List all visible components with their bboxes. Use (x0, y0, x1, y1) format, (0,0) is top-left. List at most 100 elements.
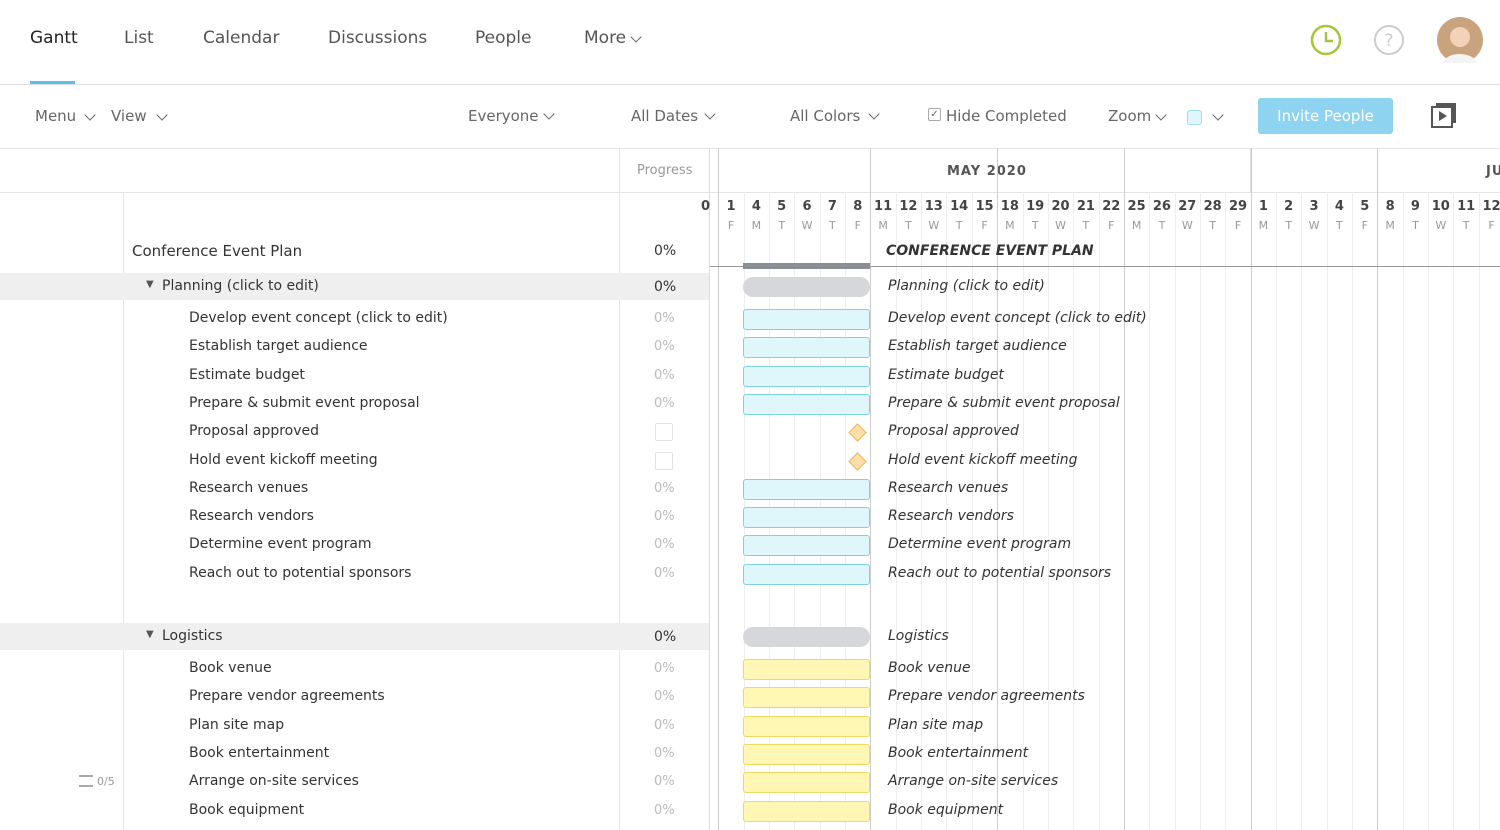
progress: 0% (654, 717, 675, 733)
group-name: Planning (click to edit) (162, 278, 319, 294)
day: 13 (924, 199, 943, 214)
gantt-label: Book equipment (888, 801, 1004, 818)
progress: 0% (654, 802, 675, 818)
progress: 0% (654, 565, 675, 581)
day: 7 (827, 199, 837, 214)
project-label: CONFERENCE EVENT PLAN (886, 243, 1094, 259)
task-name: Plan site map (189, 716, 285, 733)
tab[interactable]: Calendar (203, 28, 280, 48)
gantt-label: Plan site map (888, 716, 984, 733)
day: 1 (726, 199, 736, 214)
task-bar (743, 309, 870, 330)
day-line (1403, 192, 1404, 830)
weekday: F (1488, 219, 1495, 232)
invite-button[interactable]: Invite People (1258, 98, 1393, 134)
gantt-label: Proposal approved (888, 423, 1019, 440)
task-name: Book equipment (189, 801, 305, 818)
day-line (1453, 192, 1454, 830)
color-picker[interactable] (1187, 110, 1202, 125)
tab[interactable]: More (584, 28, 627, 48)
weekday: T (905, 219, 912, 232)
divider (0, 84, 1500, 85)
gantt-label: Logistics (888, 628, 949, 644)
task-name: Reach out to potential sponsors (189, 564, 412, 581)
avatar[interactable] (1437, 17, 1483, 63)
task-bar (743, 800, 870, 822)
weekday: M (1258, 219, 1269, 232)
task-name: Research venues (189, 479, 309, 496)
present-icon[interactable] (1431, 102, 1457, 128)
weekday: T (1462, 219, 1470, 232)
group-band (0, 623, 709, 650)
progress: 0% (654, 509, 675, 525)
day-line (718, 148, 719, 830)
gantt-label: Determine event program (888, 536, 1072, 553)
day: 15 (975, 199, 994, 214)
gantt-label: Arrange on-site services (888, 773, 1059, 790)
view[interactable]: View (111, 107, 147, 125)
day-line (1073, 192, 1074, 830)
tab[interactable]: People (475, 28, 532, 48)
zoom[interactable]: Zoom (1108, 107, 1152, 125)
day-line (946, 192, 947, 830)
day: 20 (1051, 199, 1070, 214)
svg-text:?: ? (1384, 31, 1393, 51)
help-icon[interactable]: ? (1373, 24, 1405, 56)
gantt-label: Establish target audience (888, 338, 1067, 355)
weekday: T (1209, 219, 1216, 232)
progress: 0% (654, 339, 675, 355)
task-name: Prepare vendor agreements (189, 688, 385, 705)
gantt-label: Research venues (888, 479, 1009, 496)
day: 4 (1334, 199, 1344, 214)
chevron (704, 108, 716, 120)
task-name: Estimate budget (189, 366, 305, 383)
progress: 0% (654, 367, 675, 383)
day: 28 (1203, 199, 1222, 214)
day-line (972, 192, 973, 830)
task-bar (743, 365, 870, 387)
task-bar (743, 687, 870, 709)
progress: 0% (654, 661, 675, 676)
tab[interactable]: List (124, 28, 154, 48)
day: 5 (1360, 199, 1370, 214)
milestone (848, 451, 867, 471)
filter[interactable]: Everyone (468, 107, 539, 125)
weekday: M (1131, 219, 1142, 232)
menu[interactable]: Menu (35, 107, 77, 125)
day: 26 (1152, 199, 1171, 214)
progress: 0% (654, 774, 675, 790)
task-name: Arrange on-site services (189, 773, 359, 790)
divider (0, 192, 1500, 193)
weekday: T (778, 219, 786, 232)
tab-underline (30, 81, 75, 85)
tab[interactable]: Discussions (328, 28, 428, 48)
weekday: M (751, 219, 762, 232)
day: 0 (701, 199, 711, 214)
tab[interactable]: Gantt (30, 28, 78, 48)
task-name: Determine event program (189, 536, 372, 553)
filter[interactable]: All Colors (790, 107, 861, 125)
checklist: 0/5 (97, 775, 115, 789)
checkbox[interactable]: ✓ (928, 108, 941, 121)
task-bar (743, 507, 870, 529)
day-line (1428, 192, 1429, 830)
group-name: Logistics (162, 628, 223, 644)
day-line (1377, 148, 1378, 830)
month-line (1250, 148, 1251, 192)
timer-icon[interactable] (1309, 23, 1343, 57)
day-line (1251, 148, 1252, 830)
filter[interactable]: All Dates (631, 107, 699, 125)
progress: 0% (654, 745, 675, 761)
checkbox[interactable] (655, 451, 673, 470)
day-line (1175, 192, 1176, 830)
chevron (868, 108, 880, 120)
day-line (870, 148, 871, 830)
milestone (848, 423, 867, 442)
checkbox[interactable] (655, 423, 673, 442)
day: 9 (1410, 199, 1420, 214)
progress-header: Progress (637, 163, 693, 178)
task-bar (743, 715, 870, 737)
filter[interactable]: Hide Completed (946, 107, 1067, 125)
task-bar (743, 393, 870, 415)
day: 19 (1026, 199, 1045, 214)
